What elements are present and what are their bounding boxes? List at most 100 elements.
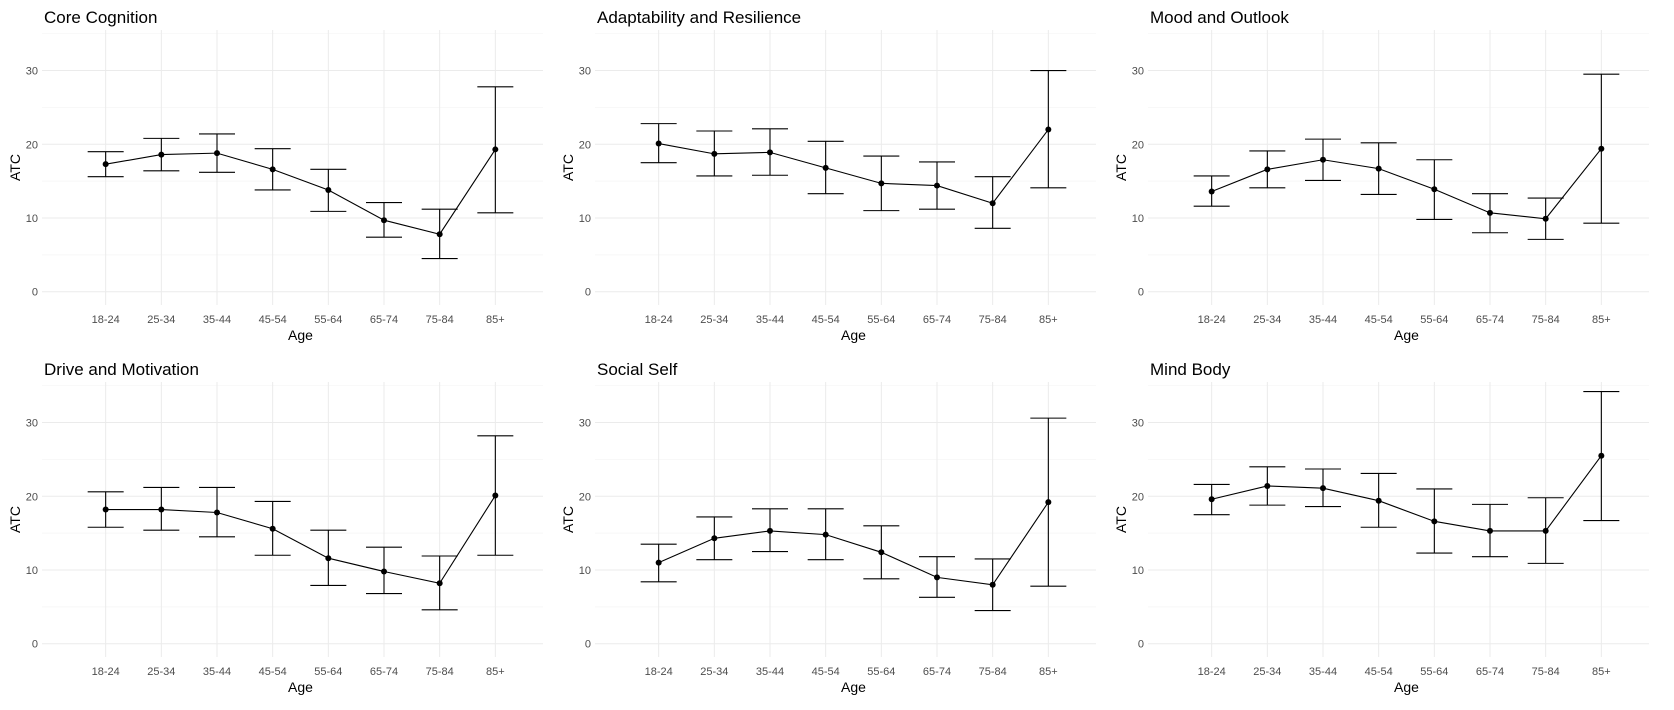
y-tick-label: 0 bbox=[1138, 639, 1144, 651]
data-point bbox=[1320, 485, 1326, 492]
data-point bbox=[158, 506, 165, 513]
grid bbox=[1148, 382, 1649, 657]
y-tick-label: 30 bbox=[26, 418, 38, 430]
y-tick-label: 10 bbox=[1132, 213, 1144, 225]
x-tick-label: 75-84 bbox=[426, 314, 454, 326]
x-tick-label: 85+ bbox=[1039, 666, 1058, 678]
data-point bbox=[989, 200, 996, 207]
x-tick-label: 25-34 bbox=[1253, 314, 1281, 326]
x-axis-label: Age bbox=[841, 327, 866, 343]
x-tick-label: 35-44 bbox=[756, 314, 784, 326]
x-tick-label: 85+ bbox=[486, 314, 505, 326]
panel-3: Mood and Outlook 0 10 20 30 18-24 25-34 35-44 45… bbox=[1113, 8, 1649, 343]
data-point bbox=[1598, 145, 1605, 152]
x-tick-label: 85+ bbox=[486, 666, 505, 678]
data-point bbox=[492, 492, 499, 499]
series-line bbox=[1211, 455, 1602, 532]
x-tick-label: 65-74 bbox=[370, 666, 398, 678]
panel-title: Adaptability and Resilience bbox=[597, 8, 801, 27]
x-tick-label: 75-84 bbox=[979, 314, 1007, 326]
data-point bbox=[214, 150, 220, 157]
x-tick-label: 65-74 bbox=[923, 314, 951, 326]
x-tick-label: 45-54 bbox=[1365, 314, 1393, 326]
data-point bbox=[878, 549, 885, 556]
x-tick-label: 45-54 bbox=[1365, 666, 1393, 678]
data-point bbox=[655, 140, 662, 147]
data-point bbox=[436, 231, 443, 238]
x-tick-label: 85+ bbox=[1039, 314, 1058, 326]
y-axis-label: ATC bbox=[1113, 506, 1129, 533]
x-tick-label: 18-24 bbox=[92, 666, 120, 678]
y-tick-label: 0 bbox=[32, 639, 38, 651]
x-tick-label: 45-54 bbox=[812, 314, 840, 326]
data-point bbox=[655, 559, 662, 566]
x-tick-label: 45-54 bbox=[259, 314, 287, 326]
data-point bbox=[1542, 527, 1549, 534]
panel-2: Adaptability and Resilience 0 10 20 30 18-24 2… bbox=[560, 8, 1096, 343]
y-tick-label: 20 bbox=[579, 491, 591, 503]
data-point bbox=[1375, 165, 1382, 172]
y-tick-label: 30 bbox=[579, 418, 591, 430]
data-point bbox=[1542, 215, 1549, 222]
x-tick-label: 18-24 bbox=[92, 314, 120, 326]
x-tick-label: 75-84 bbox=[1532, 314, 1560, 326]
x-tick-label: 25-34 bbox=[147, 666, 175, 678]
data-point bbox=[1045, 126, 1052, 133]
x-tick-label: 25-34 bbox=[147, 314, 175, 326]
x-tick-label: 25-34 bbox=[1253, 666, 1281, 678]
panel-title: Drive and Motivation bbox=[44, 360, 199, 379]
data-point bbox=[381, 568, 387, 575]
data-point bbox=[436, 580, 443, 587]
data-point bbox=[1320, 156, 1326, 163]
x-tick-label: 45-54 bbox=[259, 666, 287, 678]
error-bars bbox=[1193, 391, 1620, 564]
panel-4: Drive and Motivation 0 10 20 30 18-24 25-34 35-… bbox=[7, 360, 543, 695]
x-tick-label: 55-64 bbox=[314, 314, 342, 326]
grid bbox=[595, 382, 1096, 657]
x-tick-label: 35-44 bbox=[203, 314, 231, 326]
data-point bbox=[989, 581, 996, 588]
x-axis-label: Age bbox=[1394, 327, 1419, 343]
x-tick-label: 18-24 bbox=[645, 314, 673, 326]
grid bbox=[595, 30, 1096, 305]
data-point bbox=[1431, 518, 1438, 525]
y-axis-label: ATC bbox=[560, 506, 576, 533]
series-line bbox=[105, 149, 496, 235]
x-tick-label: 25-34 bbox=[700, 666, 728, 678]
data-point bbox=[1264, 482, 1271, 489]
panel-1: Core Cognition 0 10 20 30 18-24 25-34 35-44 45-5… bbox=[7, 8, 543, 343]
x-tick-label: 35-44 bbox=[203, 666, 231, 678]
x-tick-label: 65-74 bbox=[1476, 314, 1504, 326]
x-tick-label: 18-24 bbox=[1198, 666, 1226, 678]
x-tick-label: 18-24 bbox=[1198, 314, 1226, 326]
panel-title: Core Cognition bbox=[44, 8, 157, 27]
data-point bbox=[325, 555, 332, 562]
x-axis-label: Age bbox=[288, 679, 313, 695]
data-point bbox=[492, 146, 499, 153]
y-tick-label: 30 bbox=[1132, 418, 1144, 430]
y-tick-label: 10 bbox=[26, 213, 38, 225]
panel-title: Mood and Outlook bbox=[1150, 8, 1289, 27]
data-point bbox=[767, 527, 773, 534]
data-point bbox=[1045, 499, 1052, 506]
x-tick-label: 55-64 bbox=[867, 314, 895, 326]
x-axis-label: Age bbox=[1394, 679, 1419, 695]
x-tick-label: 55-64 bbox=[314, 666, 342, 678]
x-tick-label: 75-84 bbox=[426, 666, 454, 678]
x-tick-label: 35-44 bbox=[1309, 314, 1337, 326]
series-line bbox=[658, 129, 1049, 204]
y-tick-label: 0 bbox=[32, 287, 38, 299]
data-point bbox=[158, 151, 165, 158]
data-point bbox=[102, 506, 109, 513]
y-tick-label: 10 bbox=[26, 565, 38, 577]
x-tick-label: 75-84 bbox=[1532, 666, 1560, 678]
y-tick-label: 10 bbox=[1132, 565, 1144, 577]
series-line bbox=[658, 501, 1049, 586]
panel-5: Social Self 0 10 20 30 18-24 25-34 35-44 45-54 55… bbox=[560, 360, 1096, 695]
error-bars bbox=[640, 417, 1067, 612]
x-tick-label: 65-74 bbox=[1476, 666, 1504, 678]
data-point bbox=[381, 217, 387, 224]
y-axis-label: ATC bbox=[7, 506, 23, 533]
grid bbox=[1148, 30, 1649, 305]
